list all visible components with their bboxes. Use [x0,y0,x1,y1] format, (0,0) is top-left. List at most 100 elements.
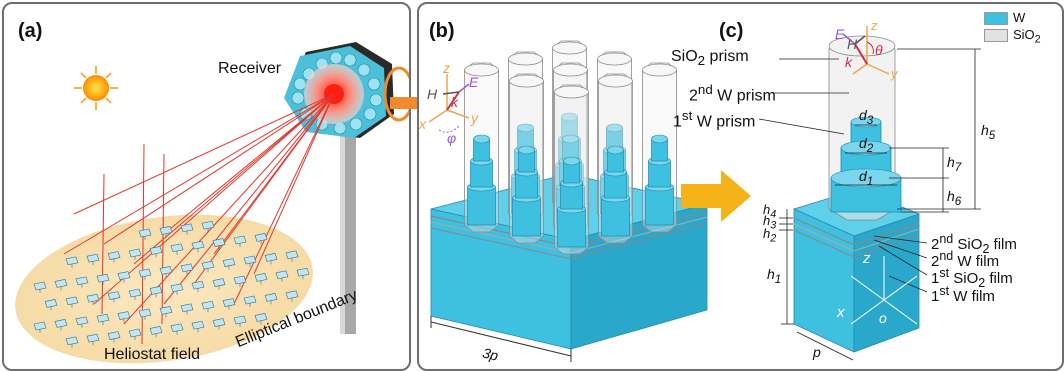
film-label-1st-sio2: 1st SiO2 film [931,266,1013,290]
heliostat-mirror [201,260,215,270]
heliostat-mirror [212,318,226,327]
heliostat-mirror [75,276,89,286]
heliostat-mirror [138,228,152,238]
dim-h7: h7 [947,154,962,174]
panel-a-label: (a) [18,20,43,42]
heliostat-mirror [159,306,173,315]
heliostat-mirror [54,279,68,288]
heliostat-mirror [75,316,89,326]
heliostat-mirror [180,223,194,233]
heliostat-field-ellipse [15,214,313,364]
panel-c-axis-z: z [871,18,878,33]
dim-h5: h5 [981,122,996,142]
panel-b-field-E: E [469,74,479,90]
heliostat-mirror [96,273,110,283]
heliostat-mirror [170,323,184,333]
dim-d2: d2 [859,135,874,155]
heliostat-mirror [180,263,194,273]
heliostat-mirror [254,313,268,322]
heliostat-mirror [44,299,58,308]
heliostat-mirror [159,226,173,235]
w2-prism-label: 2nd W prism [689,82,776,105]
heliostat-mirror [86,333,100,343]
heliostat-mirrors [33,220,310,348]
panel-b-field-arrows [428,74,470,133]
dim-h1: h1 [767,266,782,286]
dim-h4: h4 [763,202,777,221]
heliostat-mirror [117,271,131,280]
sun-icon [74,66,118,110]
heliostat-mirror [191,280,205,290]
heliostat-mirror [138,268,152,278]
panel-c-axis-y: y [891,66,898,81]
tungsten-prism-step [512,197,541,237]
panel-c-field-k: k [845,54,852,70]
heliostat-field-label: Heliostat field [104,346,201,363]
heliostat-mirror [264,253,278,262]
heliostat-mirror [201,300,215,310]
panel-bc-drawing [428,26,981,362]
tungsten-prism-step [645,186,674,226]
panel-b-axis-y: y [471,110,478,126]
panel-b-period-label: 3p [481,344,500,364]
heliostat-mirror [243,295,257,305]
cube-axis-y: y [921,304,929,321]
panel-a-heliostat: (a) Receiver Heliostat field Elliptical … [2,2,411,371]
heliostat-mirror [201,220,215,230]
dim-h6: h6 [947,188,962,208]
heliostat-mirror [285,250,299,260]
panel-a-drawing [15,42,409,364]
heliostat-mirror [233,275,247,285]
heliostat-mirror [212,278,226,287]
heliostat-mirror [149,286,163,295]
dim-p: p [813,344,821,360]
heliostat-mirror [128,248,142,258]
heliostat-mirror [65,296,79,306]
heliostat-mirror [170,283,184,293]
heliostat-mirror [264,293,278,302]
heliostat-mirror [128,328,142,338]
tungsten-prism-step [601,197,630,237]
film-label-1st-w: 1st W film [931,284,995,305]
film-label-2nd-sio2: 2nd SiO2 film [931,232,1017,256]
heliostat-mirror [107,291,121,300]
heliostat-mirror [128,288,142,298]
legend-label-sio2: SiO2 [1013,27,1041,46]
panel-b-field-H: H [427,86,438,102]
heliostat-mirror [222,258,236,267]
sio2-prism-label: SiO2 prism [671,48,749,69]
panel-b-field-k: k [451,94,458,110]
heliostat-mirror [191,320,205,330]
legend-swatch-w [984,12,1008,25]
heliostat-mirror [86,253,100,263]
heliostat-mirror [159,266,173,275]
heliostat-mirror [107,331,121,340]
dim-d3: d3 [859,107,874,127]
heliostat-mirror [233,235,247,245]
heliostat-mirror [149,326,163,335]
panel-c-label: (c) [719,20,744,42]
heliostat-mirror [149,246,163,255]
dim-h2: h2 [763,226,777,245]
heliostat-mirror [170,243,184,253]
heliostat-mirror [233,315,247,325]
heliostat-mirror [191,240,205,250]
arrow-b-to-c [681,170,751,222]
panel-b-axis-z: z [443,60,450,76]
panel-b-axis-x: x [419,116,426,132]
unit-cell [758,26,981,361]
panel-c-angle-theta: θ [875,42,883,58]
panel-c-field-H: H [847,36,858,52]
panel-c-field-E: E [835,26,845,42]
heliostat-mirror [65,336,79,346]
heliostat-mirror [107,251,121,260]
heliostat-mirror [275,270,289,280]
tungsten-prism-step [557,208,586,248]
cube-axis-x: x [837,304,845,321]
w1-prism-label: 1st W prism [673,108,756,131]
heliostat-mirror [138,308,152,318]
receiver-label: Receiver [218,60,282,77]
heliostat-mirror [285,290,299,300]
receiver-icon [284,42,409,138]
panel-b-angle-phi: φ [447,130,457,146]
